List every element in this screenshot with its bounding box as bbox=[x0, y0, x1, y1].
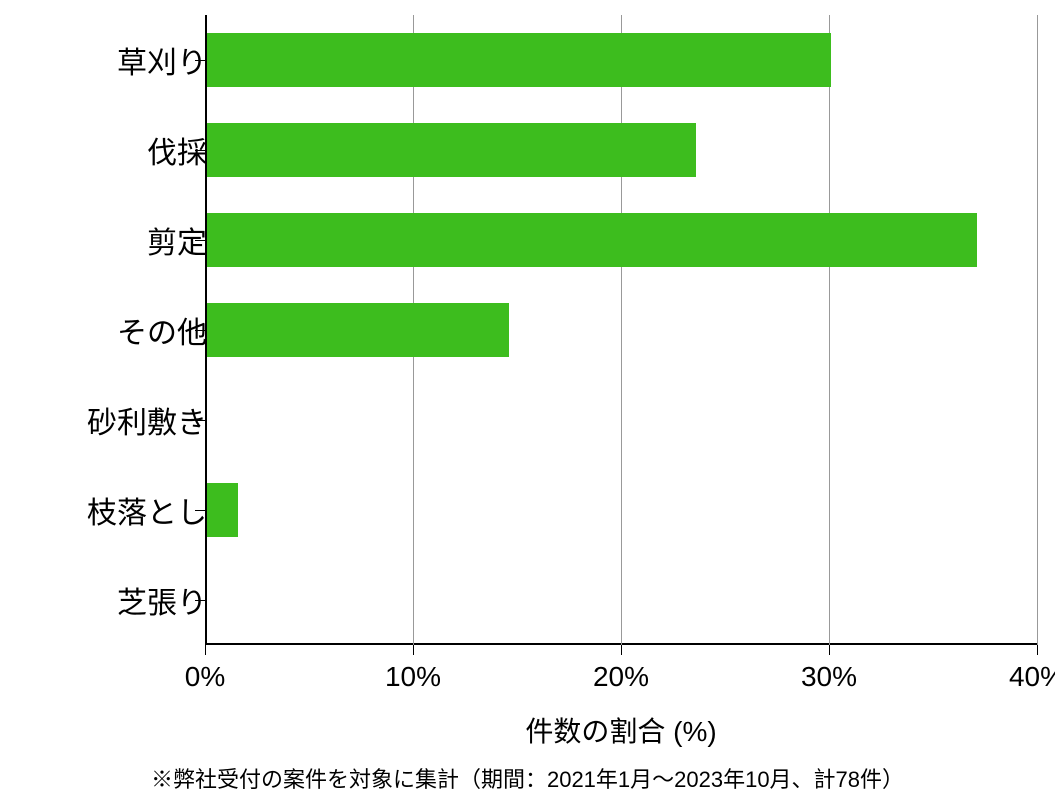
chart-container: 0%10%20%30%40% 件数の割合 (%) 草刈り伐採剪定その他砂利敷き枝… bbox=[0, 0, 1055, 812]
x-tick-label: 40% bbox=[1009, 661, 1055, 693]
footnote: ※弊社受付の案件を対象に集計（期間：2021年1月～2023年10月、計78件） bbox=[151, 762, 904, 794]
gridline bbox=[621, 15, 622, 645]
bar bbox=[207, 123, 696, 177]
x-tick bbox=[621, 645, 622, 655]
plot-area: 0%10%20%30%40% 件数の割合 (%) bbox=[205, 15, 1037, 645]
bar bbox=[207, 483, 238, 537]
x-tick bbox=[1037, 645, 1038, 655]
gridline bbox=[1037, 15, 1038, 645]
x-tick-label: 30% bbox=[801, 661, 857, 693]
y-tick-label: 剪定 bbox=[147, 218, 207, 262]
x-tick bbox=[829, 645, 830, 655]
x-axis-title: 件数の割合 (%) bbox=[525, 710, 716, 750]
y-tick-label: 草刈り bbox=[117, 38, 207, 82]
bar bbox=[207, 33, 831, 87]
x-tick-label: 10% bbox=[385, 661, 441, 693]
gridline bbox=[829, 15, 830, 645]
bar bbox=[207, 213, 977, 267]
y-tick-label: その他 bbox=[117, 308, 207, 352]
y-tick-label: 枝落とし bbox=[87, 488, 207, 532]
x-tick bbox=[413, 645, 414, 655]
y-tick-label: 芝張り bbox=[117, 578, 207, 622]
y-tick-label: 伐採 bbox=[147, 128, 207, 172]
x-tick-label: 0% bbox=[185, 661, 225, 693]
x-tick-label: 20% bbox=[593, 661, 649, 693]
y-tick-label: 砂利敷き bbox=[87, 398, 207, 442]
x-tick bbox=[205, 645, 206, 655]
bar bbox=[207, 303, 509, 357]
